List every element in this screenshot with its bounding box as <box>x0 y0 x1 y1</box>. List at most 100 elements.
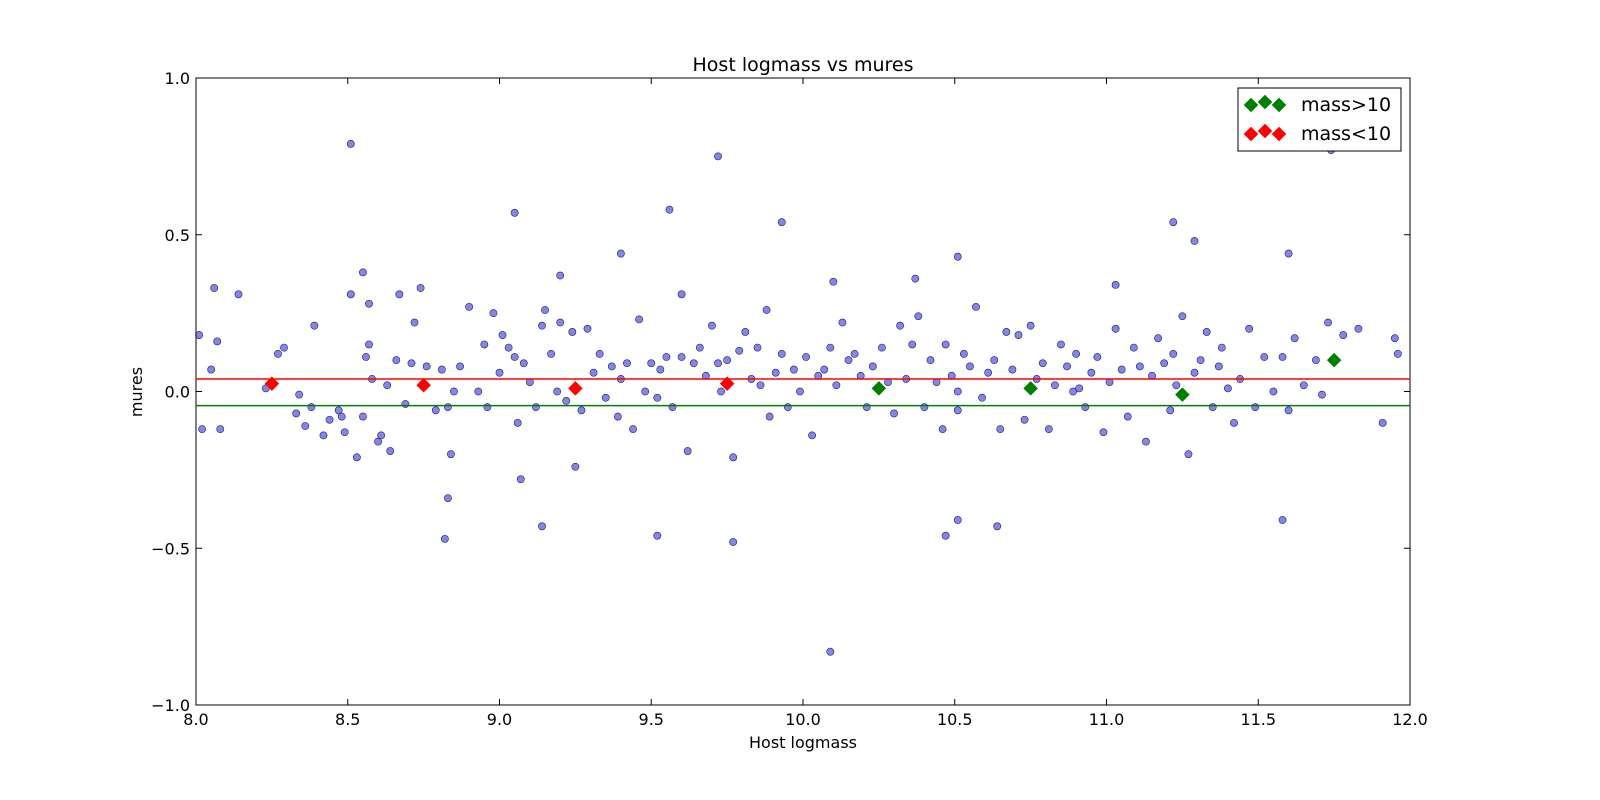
scatter-point <box>1224 384 1232 393</box>
scatter-point <box>1020 415 1029 424</box>
scatter-point <box>365 340 373 349</box>
y-tick-label: 1.0 <box>165 69 190 88</box>
scatter-point <box>938 425 947 434</box>
scatter-point <box>1339 331 1348 339</box>
scatter-point <box>677 290 686 299</box>
scatter-point <box>668 403 677 412</box>
scatter-point <box>890 409 898 418</box>
scatter-point <box>783 403 792 412</box>
scatter-point <box>359 268 367 277</box>
scatter-point <box>1087 368 1096 377</box>
scatter-point <box>796 387 804 396</box>
chart-title: Host logmass vs mures <box>693 54 914 76</box>
scatter-point <box>383 381 392 390</box>
scatter-point <box>607 362 616 371</box>
x-tick-label: 11.0 <box>1089 710 1125 729</box>
diamond-marker <box>264 376 280 392</box>
scatter-point <box>1142 437 1150 446</box>
scatter-point <box>1026 321 1035 330</box>
scatter-point <box>996 425 1005 434</box>
diamond-marker <box>1326 352 1342 368</box>
scatter-point <box>1081 403 1090 412</box>
legend-label: mass<10 <box>1301 123 1391 145</box>
scatter-point <box>941 340 950 349</box>
scatter-point <box>1099 428 1108 437</box>
scatter-point <box>741 328 750 336</box>
scatter-point <box>1354 324 1363 333</box>
scatter-point <box>301 422 310 430</box>
scatter-point <box>538 321 546 330</box>
scatter-point <box>1290 334 1299 343</box>
scatter-point <box>1190 368 1199 377</box>
scatter-point <box>295 390 304 399</box>
scatter-point <box>556 271 565 280</box>
scatter-point <box>802 353 810 361</box>
scatter-point <box>984 368 993 377</box>
scatter-point <box>708 321 716 330</box>
scatter-point <box>1312 356 1320 365</box>
plot-area <box>195 77 1411 706</box>
binned-mean-markers <box>264 352 1342 402</box>
scatter-point <box>1154 334 1162 343</box>
scatter-point <box>1318 390 1326 399</box>
scatter-point <box>1075 384 1084 393</box>
scatter-point <box>653 393 662 402</box>
scatter-point <box>1214 362 1223 371</box>
legend-marker <box>1257 94 1273 110</box>
scatter-point <box>510 208 519 217</box>
scatter-point <box>832 381 841 390</box>
scatter-point <box>480 340 489 349</box>
legend-marker <box>1243 126 1259 142</box>
scatter-point <box>556 318 565 327</box>
scatter-point <box>325 415 334 424</box>
legend-marker <box>1271 97 1287 113</box>
scatter-point <box>431 406 440 415</box>
data-points <box>195 139 1402 656</box>
y-axis-ticks: 1.0 0.5 0.0 −0.5 −1.0 <box>151 69 1410 715</box>
scatter-point <box>346 290 355 299</box>
legend-marker <box>1243 97 1259 113</box>
scatter-point <box>1111 281 1120 289</box>
scatter-point <box>1390 334 1399 343</box>
scatter-point <box>577 406 586 415</box>
scatter-point <box>868 362 877 371</box>
x-axis-ticks: 8.0 8.5 9.0 9.5 10.0 10.5 11.0 11.5 12.0 <box>183 78 1428 729</box>
scatter-point <box>1093 353 1102 361</box>
diamond-marker <box>568 381 583 396</box>
scatter-point <box>641 387 650 396</box>
scatter-point <box>1172 381 1181 390</box>
scatter-point <box>340 428 349 437</box>
scatter-point <box>1008 365 1017 374</box>
scatter-point <box>334 406 343 415</box>
scatter-point <box>422 362 431 371</box>
x-tick-label: 8.0 <box>183 710 208 729</box>
scatter-point <box>1057 340 1065 349</box>
scatter-point <box>216 425 225 434</box>
scatter-point <box>377 431 386 440</box>
legend-marker <box>1271 126 1287 142</box>
scatter-point <box>953 252 962 261</box>
x-tick-label: 10.0 <box>785 710 821 729</box>
y-tick-label: −1.0 <box>151 696 190 715</box>
scatter-point <box>310 321 319 330</box>
scatter-point <box>346 139 355 148</box>
scatter-point <box>993 522 1002 531</box>
scatter-point <box>735 346 744 355</box>
scatter-point <box>547 349 555 358</box>
scatter-point <box>978 393 986 402</box>
scatter-point <box>1038 359 1047 368</box>
scatter-point <box>1393 349 1402 358</box>
scatter-point <box>1378 418 1387 427</box>
scatter-point <box>1169 349 1178 358</box>
y-tick-label: 0.5 <box>165 226 190 245</box>
scatter-point <box>677 353 686 361</box>
scatter-point <box>1269 387 1278 396</box>
scatter-point <box>1278 353 1287 361</box>
scatter-point <box>1324 318 1332 327</box>
legend-label: mass>10 <box>1301 94 1391 116</box>
scatter-point <box>1260 353 1269 361</box>
scatter-point <box>908 340 917 349</box>
scatter-point <box>972 302 980 311</box>
diamond-marker <box>1175 387 1190 402</box>
scatter-point <box>623 359 631 368</box>
